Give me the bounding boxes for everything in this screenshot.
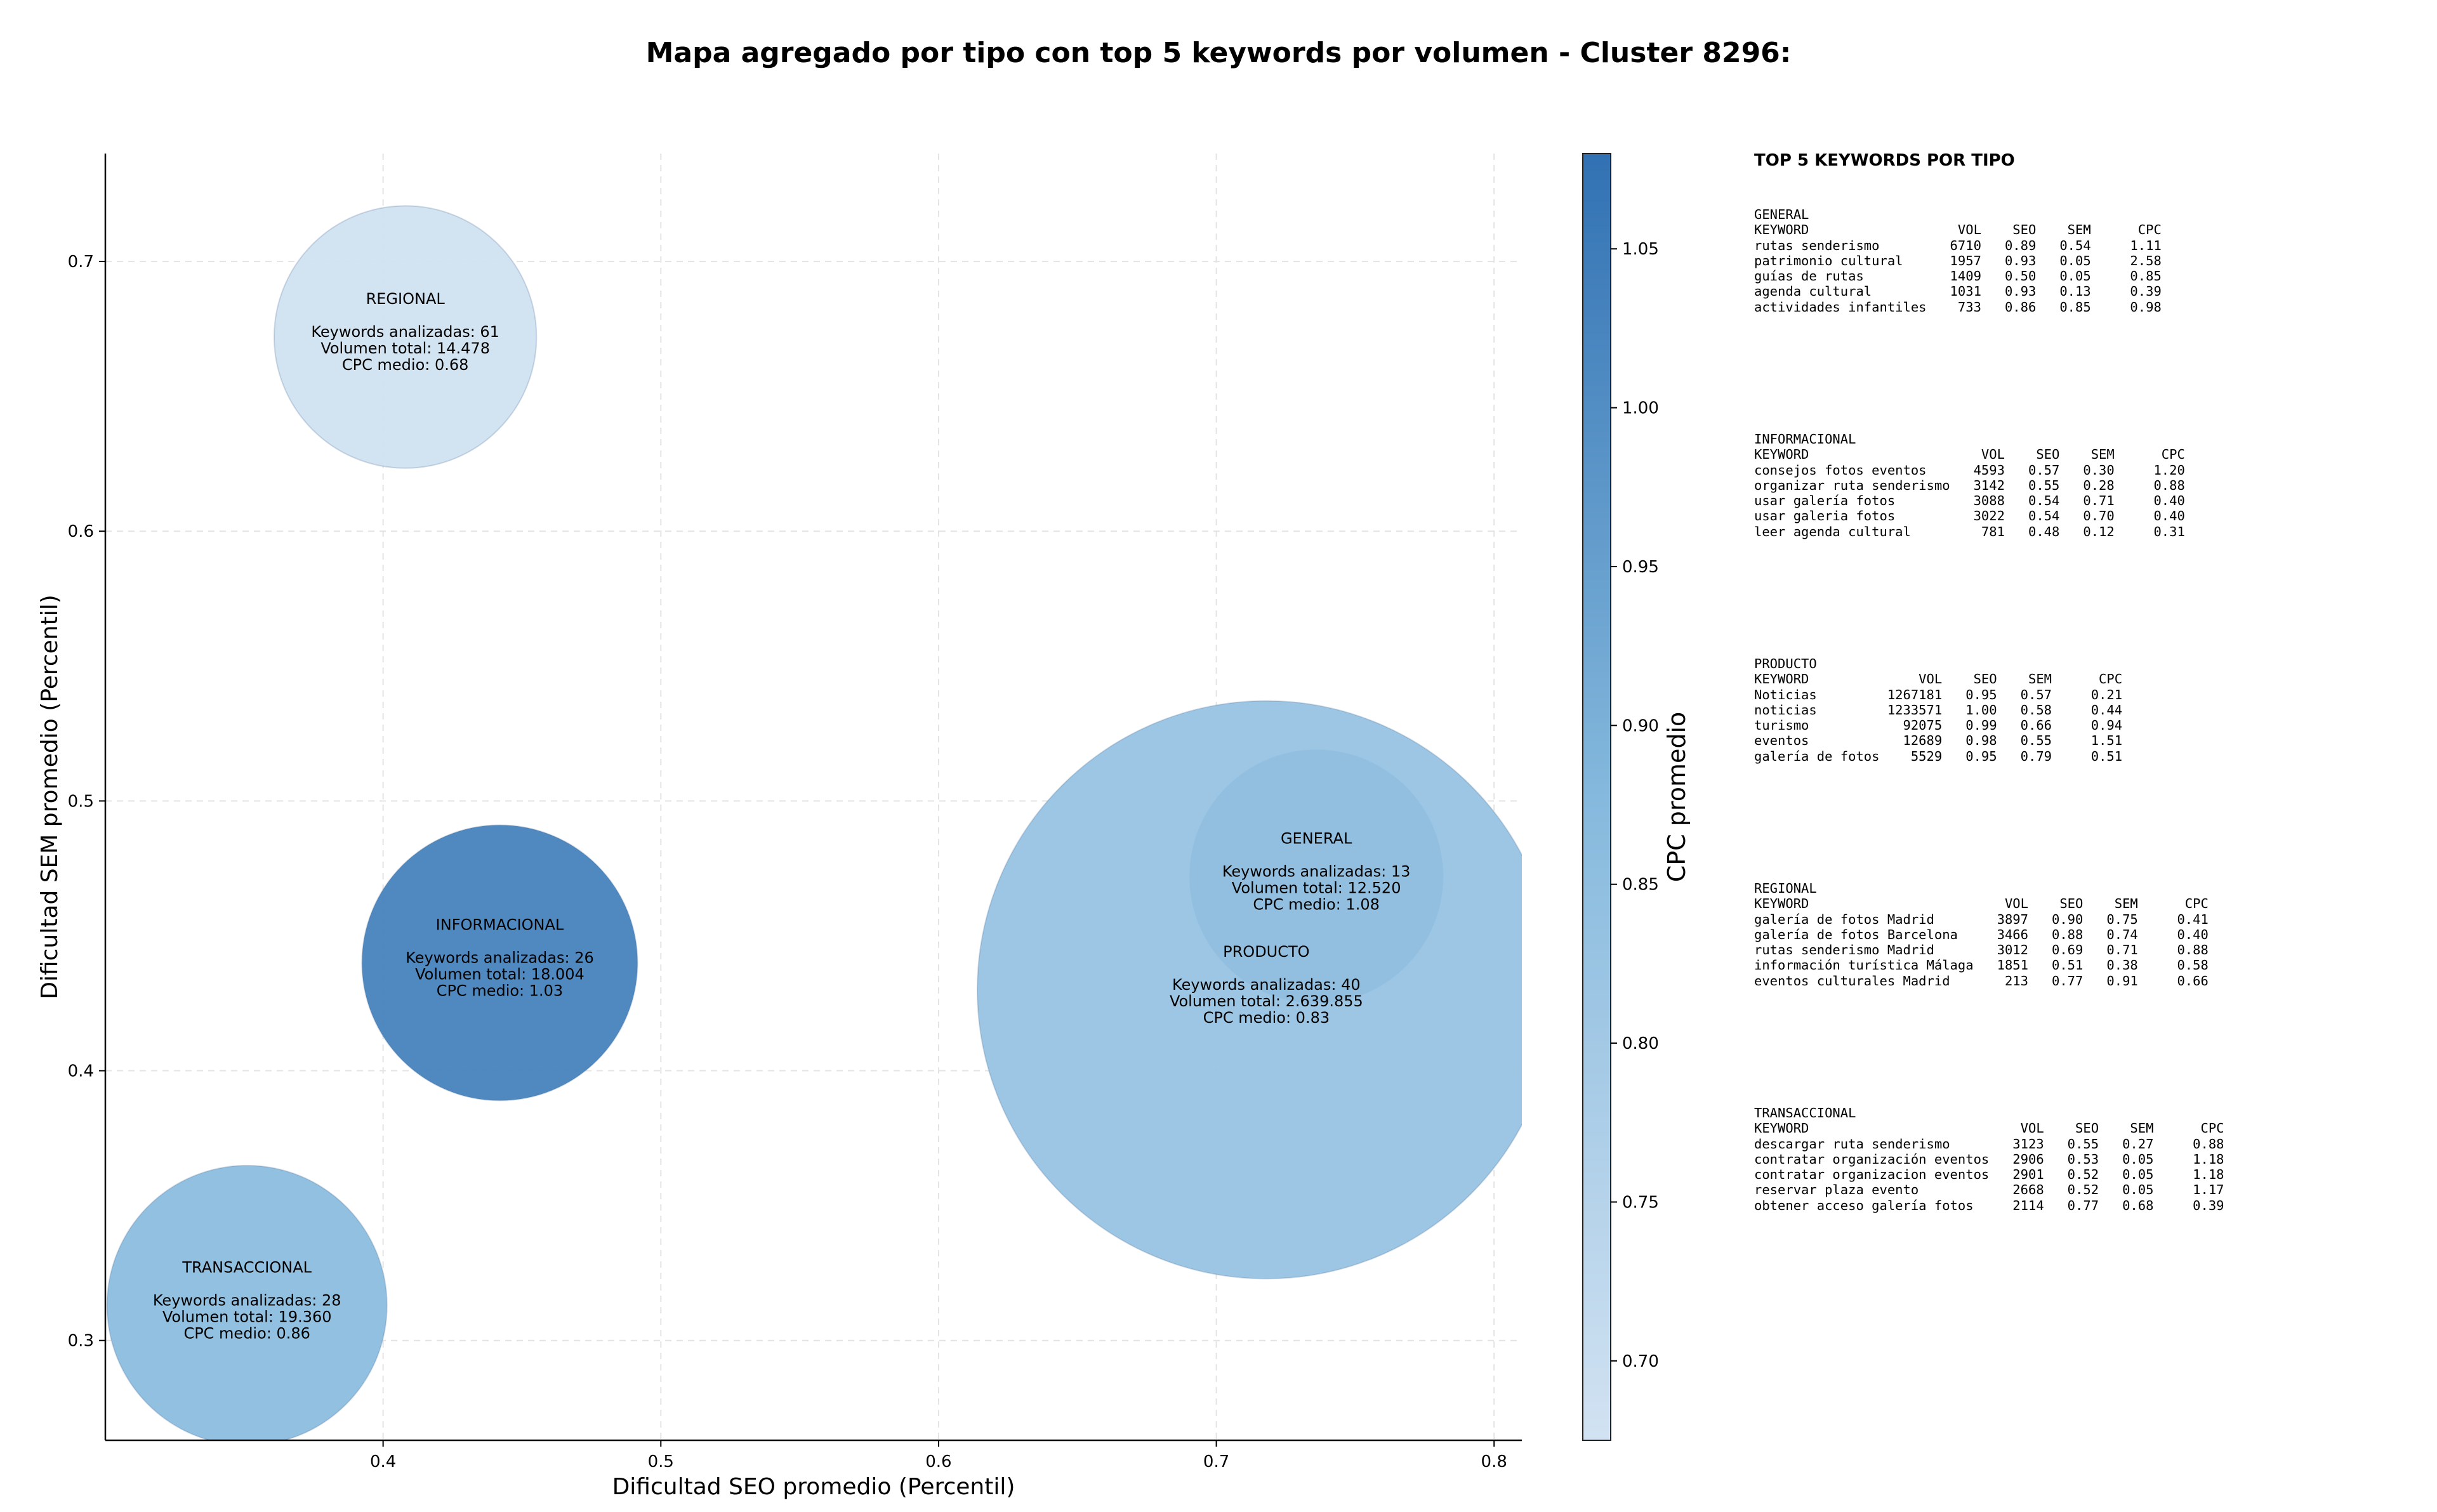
bubble-stat: Keywords analizadas: 40 (1172, 976, 1361, 994)
chart-title: Mapa agregado por tipo con top 5 keyword… (645, 37, 1792, 69)
keyword-group-title: REGIONAL (1754, 881, 1817, 896)
keyword-group-title: INFORMACIONAL (1754, 431, 1856, 447)
bubble-label-regional: REGIONAL (366, 290, 446, 308)
x-tick-label: 0.5 (648, 1452, 674, 1471)
keyword-row: galería de fotos Madrid 3897 0.90 0.75 0… (1754, 911, 2209, 927)
keyword-group-informacional: INFORMACIONAL KEYWORD VOL SEO SEM CPC cons… (1754, 431, 2414, 656)
keyword-row: guías de rutas 1409 0.50 0.05 0.85 (1754, 268, 2162, 284)
keyword-table-header: KEYWORD VOL SEO SEM CPC (1754, 222, 2162, 238)
keyword-group-title: PRODUCTO (1754, 656, 1817, 671)
keyword-table-header: KEYWORD VOL SEO SEM CPC (1754, 447, 2185, 463)
keyword-row: información turística Málaga 1851 0.51 0… (1754, 957, 2209, 973)
colorbar-tick-label: 0.90 (1622, 716, 1659, 735)
keyword-row: noticias 1233571 1.00 0.58 0.44 (1754, 702, 2123, 718)
keyword-group-title: TRANSACCIONAL (1754, 1105, 1856, 1121)
keyword-row: reservar plaza evento 2668 0.52 0.05 1.1… (1754, 1182, 2224, 1198)
axes: 0.4 0.5 0.6 0.7 0.8 0.3 0.4 0.5 0.6 0.7 Dificultad… (37, 154, 1522, 1500)
bubble-stat: Volumen total: 2.639.855 (1170, 992, 1363, 1010)
keyword-row: turismo 92075 0.99 0.66 0.94 (1754, 718, 2123, 733)
y-tick-label: 0.3 (68, 1332, 94, 1351)
keyword-row: eventos culturales Madrid 213 0.77 0.91 … (1754, 973, 2209, 989)
y-tick-label: 0.5 (68, 792, 94, 811)
keyword-row: patrimonio cultural 1957 0.93 0.05 2.58 (1754, 253, 2162, 268)
bubble-label-transaccional: TRANSACCIONAL (182, 1258, 312, 1276)
colorbar-tick-label: 0.70 (1622, 1352, 1659, 1371)
bubble-stat: CPC medio: 0.68 (342, 356, 469, 374)
keyword-group-title: GENERAL (1754, 207, 1809, 222)
x-tick-label: 0.8 (1481, 1452, 1507, 1471)
y-tick-label: 0.7 (68, 253, 94, 272)
bubble-transaccional (106, 1164, 388, 1440)
bubble-stat: Keywords analizadas: 28 (153, 1291, 341, 1309)
bubble-label-general: GENERAL (1281, 829, 1352, 847)
colorbar-tick-label: 0.80 (1622, 1034, 1659, 1053)
keyword-row: leer agenda cultural 781 0.48 0.12 0.31 (1754, 523, 2185, 539)
keyword-table-header: KEYWORD VOL SEO SEM CPC (1754, 671, 2123, 687)
keyword-panel-title: TOP 5 KEYWORDS POR TIPO (1754, 151, 2015, 170)
bubble-label-producto: PRODUCTO (1223, 943, 1309, 961)
keyword-row: contratar organizacion eventos 2901 0.52… (1754, 1167, 2224, 1183)
colorbar-gradient (1582, 153, 1611, 1441)
bubble-stat: Volumen total: 18.004 (415, 965, 584, 983)
bubble-stat: Volumen total: 19.360 (162, 1308, 332, 1325)
keyword-row: rutas senderismo Madrid 3012 0.69 0.71 0… (1754, 942, 2209, 958)
keyword-table-header: KEYWORD VOL SEO SEM CPC (1754, 896, 2209, 912)
keyword-table-header: KEYWORD VOL SEO SEM CPC (1754, 1121, 2224, 1136)
bubble-stat: Keywords analizadas: 26 (406, 949, 594, 966)
y-axis-label: Dificultad SEM promedio (Percentil) (37, 595, 63, 999)
keyword-row: agenda cultural 1031 0.93 0.13 0.39 (1754, 284, 2162, 299)
keyword-panel: TOP 5 KEYWORDS POR TIPO GENERAL KEYWORD V… (1754, 151, 2414, 1330)
bubble-stat: CPC medio: 1.03 (437, 982, 564, 999)
keyword-row: Noticias 1267181 0.95 0.57 0.21 (1754, 687, 2123, 702)
colorbar-tick-label: 1.00 (1622, 399, 1659, 418)
keyword-row: usar galeria fotos 3022 0.54 0.70 0.40 (1754, 508, 2185, 524)
keyword-row: consejos fotos eventos 4593 0.57 0.30 1.… (1754, 462, 2185, 478)
colorbar: 0.70 0.75 0.80 0.85 0.90 0.95 1.00 1.05 CPC pro… (1582, 153, 1691, 1441)
bubble-regional (273, 205, 538, 469)
keyword-group-transaccional: TRANSACCIONAL KEYWORD VOL SEO SEM CPC desc… (1754, 1105, 2414, 1330)
keyword-group-regional: REGIONAL KEYWORD VOL SEO SEM CPC galería d… (1754, 881, 2414, 1105)
y-tick-label: 0.4 (68, 1062, 94, 1081)
colorbar-tick-label: 0.95 (1622, 558, 1659, 577)
x-axis-label: Dificultad SEO promedio (Percentil) (612, 1474, 1015, 1500)
bubble-stat: CPC medio: 0.83 (1203, 1009, 1330, 1027)
keyword-group-producto: PRODUCTO KEYWORD VOL SEO SEM CPC Noticias … (1754, 656, 2414, 881)
keyword-row: actividades infantiles 733 0.86 0.85 0.9… (1754, 299, 2162, 315)
bubble-producto (977, 700, 1522, 1280)
keyword-row: galería de fotos 5529 0.95 0.79 0.51 (1754, 748, 2123, 764)
colorbar-tick-label: 1.05 (1622, 240, 1659, 259)
bubble-stat: CPC medio: 1.08 (1253, 895, 1380, 913)
bubble-stat: Volumen total: 12.520 (1232, 879, 1401, 897)
x-tick-label: 0.7 (1203, 1452, 1229, 1471)
bubble-stat: Volumen total: 14.478 (320, 339, 490, 357)
bubble-informacional (361, 824, 638, 1101)
keyword-row: galería de fotos Barcelona 3466 0.88 0.7… (1754, 926, 2209, 942)
x-tick-label: 0.4 (370, 1452, 396, 1471)
colorbar-tick-label: 0.75 (1622, 1193, 1659, 1212)
keyword-row: eventos 12689 0.98 0.55 1.51 (1754, 733, 2123, 749)
bubble-stat: Keywords analizadas: 13 (1222, 862, 1411, 880)
y-tick-label: 0.6 (68, 522, 94, 541)
keyword-row: obtener acceso galería fotos 2114 0.77 0… (1754, 1197, 2224, 1213)
bubble-stat: Keywords analizadas: 61 (311, 323, 499, 341)
keyword-row: rutas senderismo 6710 0.89 0.54 1.11 (1754, 237, 2162, 253)
colorbar-label: CPC promedio (1663, 712, 1691, 883)
keyword-row: usar galería fotos 3088 0.54 0.71 0.40 (1754, 493, 2185, 509)
bubble-label-informacional: INFORMACIONAL (436, 916, 564, 933)
bubble-stat: CPC medio: 0.86 (183, 1324, 310, 1342)
colorbar-tick-label: 0.85 (1622, 876, 1659, 895)
keyword-row: organizar ruta senderismo 3142 0.55 0.28… (1754, 477, 2185, 493)
keyword-group-general: GENERAL KEYWORD VOL SEO SEM CPC rutas send… (1754, 207, 2414, 431)
bubbles (106, 205, 1522, 1440)
keyword-row: contratar organización eventos 2906 0.53… (1754, 1151, 2224, 1167)
x-tick-label: 0.6 (925, 1452, 951, 1471)
keyword-row: descargar ruta senderismo 3123 0.55 0.27… (1754, 1136, 2224, 1152)
